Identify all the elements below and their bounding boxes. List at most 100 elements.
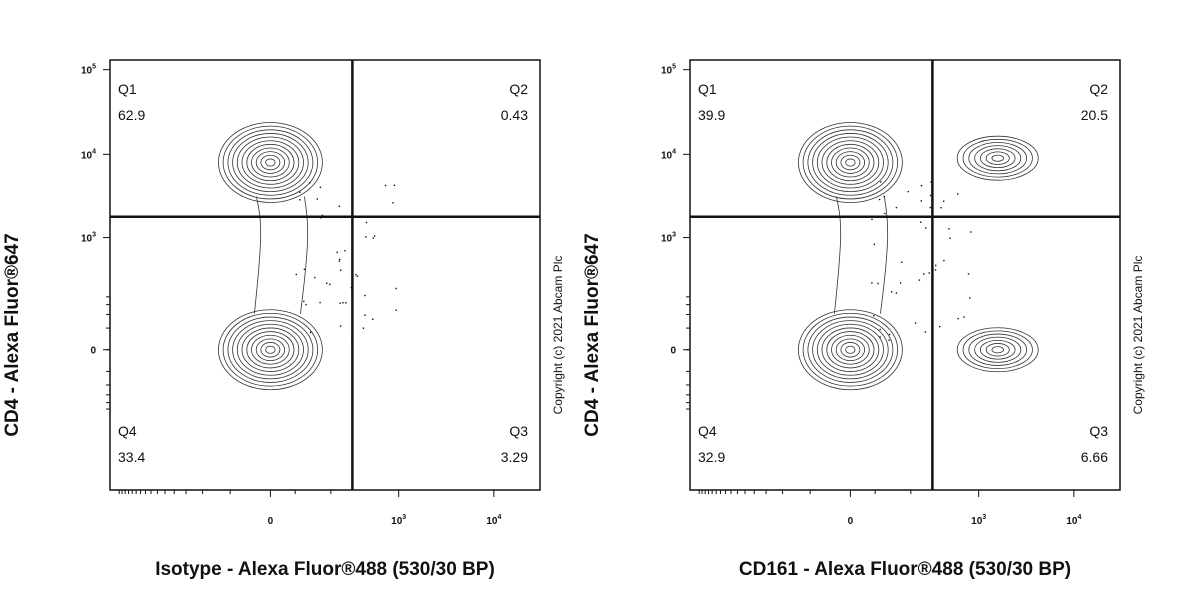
- event-dot: [338, 260, 340, 262]
- contour-ring: [826, 331, 875, 369]
- contour-ring: [802, 125, 899, 200]
- event-dot: [319, 301, 321, 304]
- event-dot: [372, 237, 374, 239]
- plot-isotype: CD4+ CD4- Q1 62.9 Q2 0.43 Q3 3.29 Q4 33.4 0 103 104 0…: [2, 59, 565, 580]
- contour-ring: [979, 148, 1016, 168]
- contour-ring: [845, 158, 856, 167]
- event-dot: [957, 317, 959, 320]
- event-dot: [329, 283, 331, 286]
- quadrant-percent: 62.9: [118, 107, 145, 123]
- contour-ring: [835, 151, 865, 174]
- contour-ring: [802, 312, 899, 387]
- x-axis-title: Isotype - Alexa Fluor®488 (530/30 BP): [155, 559, 495, 580]
- contour-ring: [968, 333, 1028, 366]
- y-tick-label: 103: [81, 232, 96, 245]
- contour-ring: [956, 135, 1039, 181]
- contour-ring: [251, 147, 290, 178]
- quadrant-name: Q2: [509, 81, 528, 97]
- contour-ring: [260, 342, 281, 358]
- copyright-text: Copyright (c) 2021 Abcam Plc: [551, 256, 565, 415]
- plot-frame: [109, 59, 541, 491]
- contour-ring: [956, 327, 1039, 373]
- x-tick-label: 0: [848, 516, 854, 527]
- event-dot: [342, 302, 344, 304]
- event-dot: [339, 325, 342, 327]
- event-dot: [963, 316, 965, 318]
- contour-ring: [991, 346, 1004, 354]
- contour-ring: [217, 309, 323, 391]
- event-dot: [920, 221, 922, 223]
- y-tick-label: 0: [670, 346, 676, 357]
- x-tick-label: 103: [391, 514, 406, 527]
- quadrant-percent: 32.9: [698, 449, 725, 465]
- event-dot: [920, 200, 922, 202]
- copyright-text: Copyright (c) 2021 Abcam Plc: [1131, 256, 1145, 415]
- contour-ring: [821, 327, 880, 372]
- contour-ring: [812, 320, 889, 380]
- event-dot: [871, 218, 873, 221]
- x-tick-label: 104: [1066, 514, 1081, 527]
- contour-ring: [985, 343, 1010, 357]
- event-dot: [914, 322, 917, 324]
- quadrant-percent: 33.4: [118, 449, 145, 465]
- y-tick-label: 105: [661, 64, 676, 77]
- contour-ring: [232, 320, 309, 380]
- quadrant-percent: 39.9: [698, 107, 725, 123]
- event-dot: [940, 207, 942, 209]
- event-dot: [895, 206, 898, 209]
- event-dot: [895, 292, 898, 294]
- contour-ring: [222, 125, 319, 200]
- quadrant-percent: 20.5: [1081, 107, 1108, 123]
- contour-ring: [840, 342, 861, 358]
- event-dot: [888, 339, 890, 341]
- scatter-dots: [871, 181, 972, 341]
- y-axis-title: CD4 - Alexa Fluor®647: [2, 233, 23, 436]
- event-dot: [372, 318, 374, 320]
- population-contour: CD4+CD161+: [956, 135, 1039, 181]
- event-dot: [923, 273, 925, 275]
- event-dot: [920, 185, 923, 187]
- event-dot: [929, 194, 932, 197]
- event-dot: [930, 181, 932, 183]
- quadrant-percent: 0.43: [501, 107, 528, 123]
- event-dot: [918, 279, 921, 281]
- contour-ring: [251, 334, 290, 365]
- event-dot: [338, 205, 341, 207]
- event-dot: [873, 315, 875, 317]
- event-dot: [305, 303, 307, 306]
- event-dot: [871, 282, 873, 284]
- event-dot: [957, 193, 959, 195]
- event-dot: [355, 274, 357, 276]
- bridge-contour: [253, 196, 309, 314]
- contour-ring: [797, 122, 903, 203]
- contour-ring: [227, 129, 314, 196]
- event-dot: [362, 327, 365, 329]
- event-dot: [943, 200, 945, 202]
- bridge-contour: [833, 196, 889, 314]
- contour-ring: [797, 309, 903, 391]
- contour-ring: [991, 154, 1004, 162]
- contour-ring: [821, 140, 880, 185]
- contour-ring: [840, 154, 861, 171]
- event-dot: [384, 184, 387, 187]
- event-dot: [295, 273, 297, 276]
- contour-ring: [241, 140, 300, 185]
- contour-ring: [979, 339, 1016, 360]
- x-tick-label: 104: [486, 514, 501, 527]
- y-tick-label: 105: [81, 64, 96, 77]
- event-dot: [934, 269, 937, 271]
- event-dot: [901, 261, 903, 263]
- event-dot: [899, 282, 902, 284]
- event-dot: [344, 250, 346, 252]
- scatter-dots: [295, 182, 397, 338]
- contour-ring: [255, 338, 285, 362]
- contour-ring: [236, 323, 304, 376]
- population-contour: CD4+CD161-: [797, 122, 903, 203]
- event-dot: [890, 291, 893, 293]
- y-tick-label: 104: [661, 148, 676, 161]
- event-dot: [877, 282, 879, 285]
- event-dot: [924, 331, 927, 333]
- contour-ring: [845, 345, 856, 354]
- x-tick-label: 103: [971, 514, 986, 527]
- quadrant-name: Q4: [698, 423, 717, 439]
